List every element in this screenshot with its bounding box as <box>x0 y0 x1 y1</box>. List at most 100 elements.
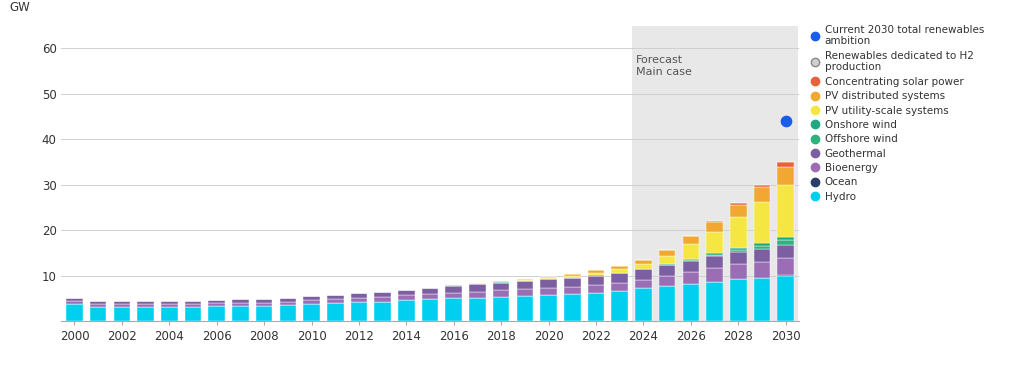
Bar <box>280 301 296 305</box>
Bar <box>564 276 581 277</box>
Bar <box>493 290 510 297</box>
Bar <box>564 277 581 278</box>
Bar <box>588 276 604 285</box>
Bar <box>256 306 272 321</box>
Bar <box>658 286 676 321</box>
Bar <box>445 285 462 286</box>
Bar <box>707 282 723 321</box>
Bar <box>469 283 485 284</box>
Bar <box>256 299 272 303</box>
Bar <box>777 258 794 275</box>
Bar <box>161 301 177 304</box>
Bar <box>707 221 723 222</box>
Bar <box>635 260 651 264</box>
Bar <box>327 299 343 303</box>
Bar <box>232 306 249 321</box>
Bar <box>730 264 746 279</box>
Bar <box>469 284 485 292</box>
Bar <box>375 292 391 297</box>
Bar <box>658 276 676 286</box>
Bar <box>541 295 557 321</box>
Bar <box>754 243 770 246</box>
Bar <box>564 287 581 294</box>
Bar <box>588 273 604 275</box>
Bar <box>469 297 485 321</box>
Bar <box>161 307 177 321</box>
Bar <box>90 301 106 304</box>
Bar <box>375 297 391 301</box>
Bar <box>777 240 794 245</box>
Bar <box>445 286 462 292</box>
Bar <box>114 304 130 307</box>
Bar <box>256 303 272 306</box>
Bar <box>232 303 249 306</box>
Bar <box>280 305 296 321</box>
Bar <box>754 202 770 243</box>
Bar <box>209 306 225 321</box>
Bar <box>517 281 534 289</box>
Bar <box>137 301 154 304</box>
Bar <box>707 253 723 255</box>
Bar <box>90 307 106 321</box>
Bar <box>184 301 202 304</box>
Bar <box>777 168 794 185</box>
Bar <box>777 162 794 168</box>
Bar <box>683 284 699 321</box>
Bar <box>303 296 319 300</box>
Bar <box>658 264 676 265</box>
Bar <box>541 277 557 278</box>
Bar <box>493 297 510 321</box>
Bar <box>588 270 604 273</box>
Bar <box>754 246 770 249</box>
Bar <box>184 307 202 321</box>
Bar <box>635 288 651 321</box>
Bar <box>327 303 343 321</box>
Bar <box>517 280 534 281</box>
Bar <box>67 304 83 321</box>
Bar <box>445 299 462 321</box>
Bar <box>730 203 746 205</box>
Text: Forecast
Main case: Forecast Main case <box>636 55 692 77</box>
Bar <box>707 222 723 232</box>
Bar <box>588 275 604 276</box>
Bar <box>683 244 699 259</box>
Bar <box>303 304 319 321</box>
Bar <box>517 289 534 296</box>
Bar <box>67 301 83 304</box>
Bar <box>777 276 794 321</box>
Bar <box>517 279 534 280</box>
Bar <box>469 292 485 297</box>
Bar <box>161 304 177 307</box>
Text: GW: GW <box>10 1 31 14</box>
Bar <box>707 255 723 256</box>
Bar <box>541 278 557 279</box>
Bar <box>683 236 699 244</box>
Bar <box>707 256 723 268</box>
Bar <box>564 294 581 321</box>
Bar <box>493 282 510 283</box>
Bar <box>730 205 746 217</box>
Bar <box>280 298 296 301</box>
Bar <box>114 301 130 304</box>
Bar <box>707 268 723 282</box>
Bar <box>398 290 415 295</box>
Bar <box>184 304 202 307</box>
Bar <box>350 293 368 298</box>
Bar <box>730 252 746 264</box>
Bar <box>754 188 770 202</box>
Bar <box>611 269 628 273</box>
Bar <box>730 248 746 250</box>
Bar <box>658 256 676 264</box>
Bar <box>632 26 798 321</box>
Bar <box>350 298 368 302</box>
Bar <box>493 283 510 290</box>
Bar <box>327 295 343 299</box>
Bar <box>209 303 225 306</box>
Bar <box>541 288 557 295</box>
Bar <box>67 298 83 301</box>
Bar <box>137 307 154 321</box>
Bar <box>541 279 557 288</box>
Bar <box>114 307 130 321</box>
Bar <box>611 273 628 283</box>
Bar <box>635 264 651 269</box>
